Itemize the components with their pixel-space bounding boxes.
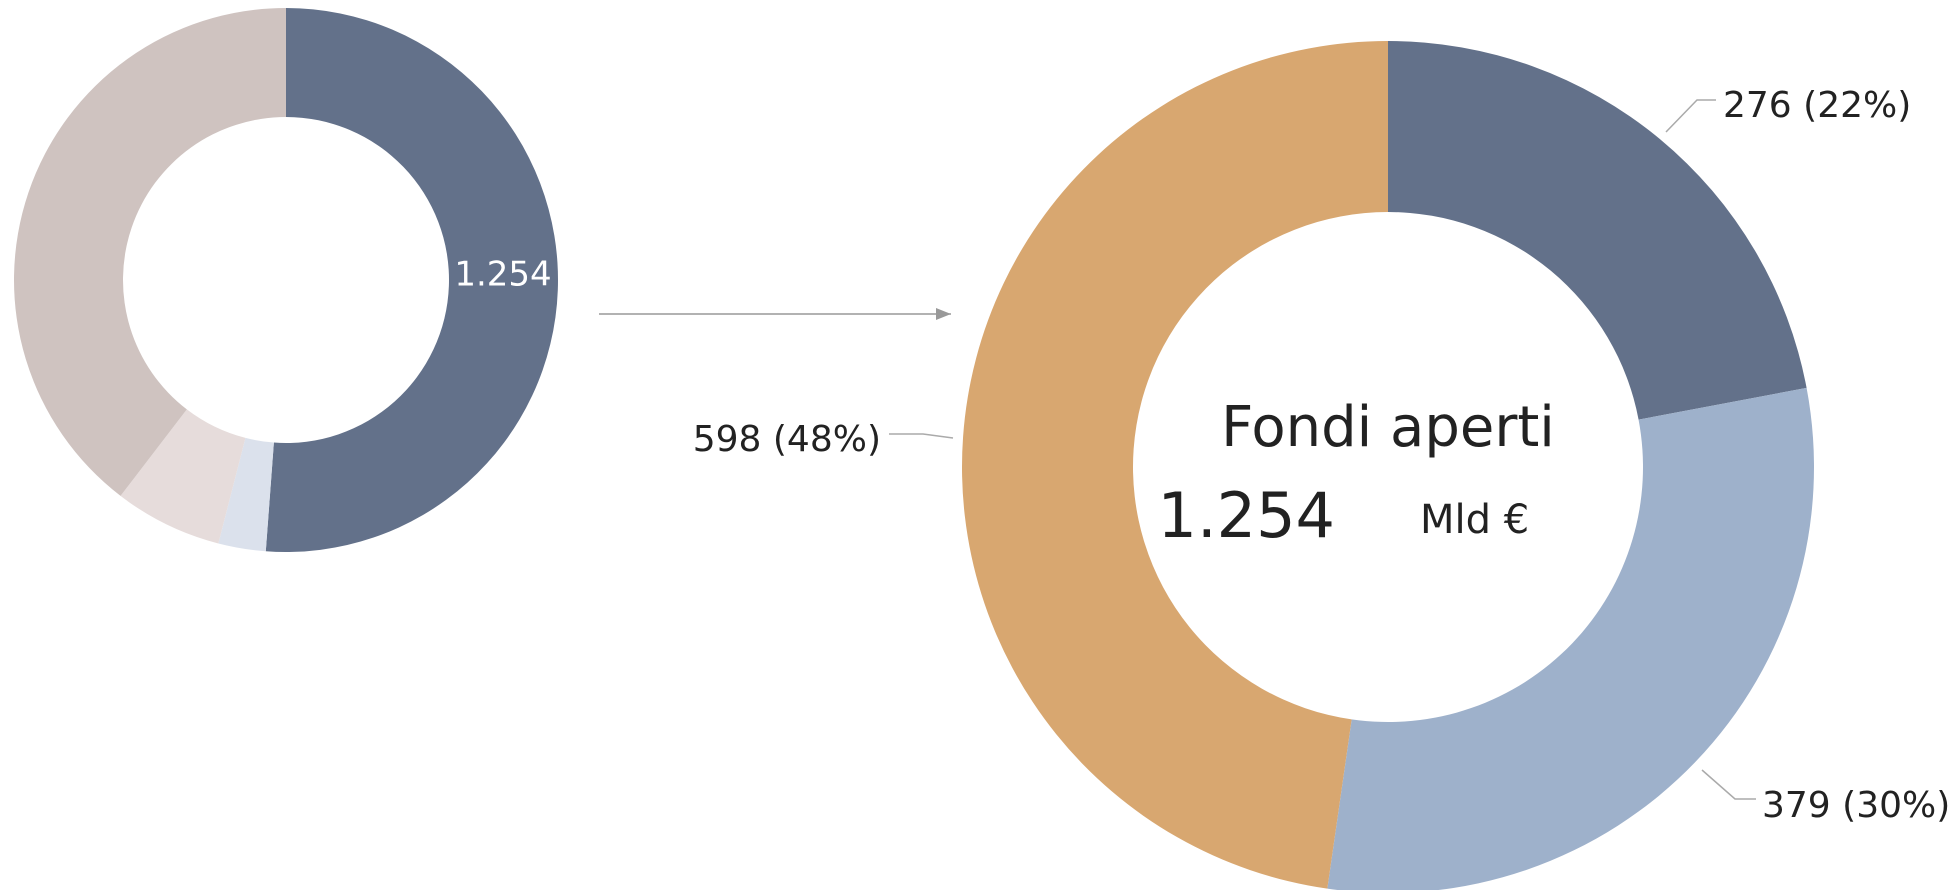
- data-label: 276 (22%): [1723, 85, 1911, 126]
- center-title: Fondi aperti: [1221, 395, 1555, 460]
- donut-slice: [120, 409, 246, 544]
- leader-line: [1701, 769, 1756, 800]
- center-total: 1.254: [1158, 479, 1336, 552]
- donut-slice: [218, 437, 274, 552]
- donut-slice: [962, 41, 1388, 889]
- data-label: 379 (30%): [1762, 785, 1950, 826]
- center-unit: Mld €: [1420, 497, 1529, 543]
- donut-slice: [13, 8, 286, 496]
- donut-slice: [1388, 41, 1807, 420]
- leader-line: [1665, 99, 1716, 133]
- leader-line: [889, 433, 954, 439]
- donut-slice: [265, 8, 558, 552]
- donut-slice: [1327, 387, 1814, 890]
- data-label: 598 (48%): [693, 419, 881, 460]
- data-label: 1.254: [454, 255, 551, 295]
